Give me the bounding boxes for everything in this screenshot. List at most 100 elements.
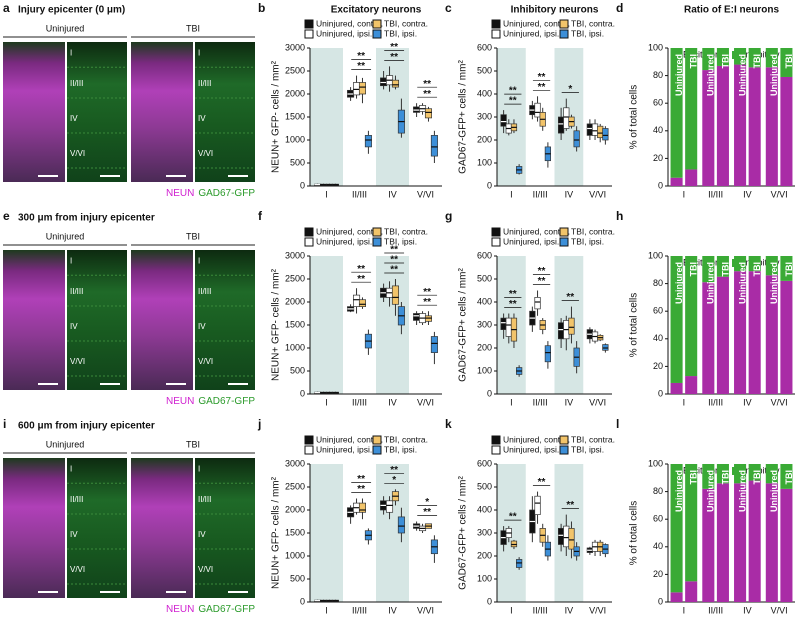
x-tick-label: V/VI (417, 189, 434, 199)
green-image (195, 42, 255, 182)
y-tick-label: 100 (648, 250, 663, 260)
x-tick-label: II/III (708, 397, 723, 407)
box (534, 102, 541, 118)
y-tick-label: 40 (653, 541, 663, 551)
sig-stars: ** (538, 72, 546, 83)
y-tick-label: 60 (653, 306, 663, 316)
x-tick-label: V/VI (771, 397, 788, 407)
y-tick-label: 600 (477, 458, 492, 468)
box (500, 114, 507, 127)
condition-label: TBI (186, 23, 200, 33)
sig-stars: ** (390, 465, 398, 476)
x-tick-label: I (510, 397, 513, 407)
box (500, 317, 507, 330)
layer-label: I (198, 48, 200, 57)
bar-label: Uninjured (706, 262, 716, 304)
y-tick-label: 1500 (285, 527, 305, 537)
box (557, 116, 565, 134)
panel-title: 300 μm from injury epicenter (18, 213, 155, 224)
bar-segment (670, 48, 683, 178)
bar-label: Uninjured (769, 262, 779, 304)
bar-label: TBI (784, 262, 794, 277)
y-tick-label: 0 (658, 596, 663, 606)
merged-image (131, 42, 193, 182)
y-axis-title: % of total cells (629, 85, 640, 149)
green-image (67, 42, 127, 182)
y-tick-label: 0 (487, 596, 492, 606)
bar-segment (685, 581, 698, 602)
merged-image (131, 250, 193, 390)
bar-segment (780, 76, 793, 186)
bar-segment (734, 483, 747, 602)
bar-label: TBI (752, 262, 762, 277)
layer-label: I (198, 256, 200, 265)
legend-swatch (491, 435, 501, 445)
x-tick-label: IV (388, 189, 397, 199)
legend-label: Uninjured, ipsi. (316, 28, 372, 38)
y-tick-label: 3000 (285, 458, 305, 468)
layer-label: II/III (198, 495, 211, 504)
merged-image (3, 250, 65, 390)
panel-letter: f (258, 209, 263, 223)
bar-segment (716, 65, 729, 186)
legend-swatch (372, 237, 382, 247)
box (380, 77, 388, 87)
condition-label: TBI (186, 231, 200, 241)
y-tick-label: 500 (477, 273, 492, 283)
sig-stars: ** (538, 477, 546, 488)
legend-label: Uninjured, contra. (503, 226, 570, 236)
box (568, 317, 575, 335)
y-tick-label: 1000 (285, 550, 305, 560)
y-tick-label: 40 (653, 333, 663, 343)
bar-segment (765, 275, 778, 394)
x-tick-label: V/VI (417, 397, 434, 407)
legend-swatch (559, 227, 569, 237)
x-tick-label: V/VI (417, 605, 434, 615)
box (386, 500, 394, 513)
box (591, 123, 599, 136)
x-tick-label: II/III (352, 397, 367, 407)
box (353, 294, 361, 307)
y-tick-label: 100 (477, 157, 492, 167)
x-tick-label: V/VI (589, 397, 606, 407)
x-tick-label: IV (565, 189, 574, 199)
legend-swatch (559, 445, 569, 455)
bar-label: TBI (752, 470, 762, 485)
box (413, 313, 421, 321)
bar-label: TBI (720, 470, 730, 485)
bar-label: Uninjured (674, 54, 684, 96)
y-axis-title: GAD67-GFP+ cells / mm² (458, 476, 469, 590)
box (597, 125, 604, 139)
bar-segment (734, 48, 747, 65)
bar-label: TBI (784, 54, 794, 69)
bar-segment (685, 376, 698, 394)
condition-label: Uninjured (46, 23, 85, 33)
layer-shade (310, 464, 343, 602)
bar-label: Uninjured (674, 262, 684, 304)
sig-stars: ** (390, 52, 398, 63)
layer-label: I (70, 256, 72, 265)
stain-label: NEUN (166, 188, 194, 199)
bar-segment (702, 464, 715, 489)
sig-stars: ** (390, 265, 398, 276)
stain-legend: NEUN GAD67-GFP (166, 396, 255, 407)
condition-label: Uninjured (46, 439, 85, 449)
legend-label: TBI, ipsi. (384, 28, 417, 38)
box (563, 525, 570, 548)
bar-segment (685, 256, 698, 377)
legend-label: Inhibitory (743, 257, 780, 267)
x-tick-label: IV (743, 397, 752, 407)
legend-label: TBI, contra. (571, 226, 615, 236)
bar-label: Uninjured (737, 470, 747, 512)
sig-stars: ** (357, 264, 365, 275)
legend-label: Inhibitory (743, 465, 780, 475)
y-tick-label: 0 (487, 388, 492, 398)
sig-stars: ** (390, 255, 398, 266)
legend-swatch (372, 435, 382, 445)
y-tick-label: 20 (653, 569, 663, 579)
x-tick-label: IV (565, 605, 574, 615)
layer-label: V/VI (70, 357, 85, 366)
bar-label: Uninjured (737, 262, 747, 304)
y-tick-label: 0 (300, 180, 305, 190)
